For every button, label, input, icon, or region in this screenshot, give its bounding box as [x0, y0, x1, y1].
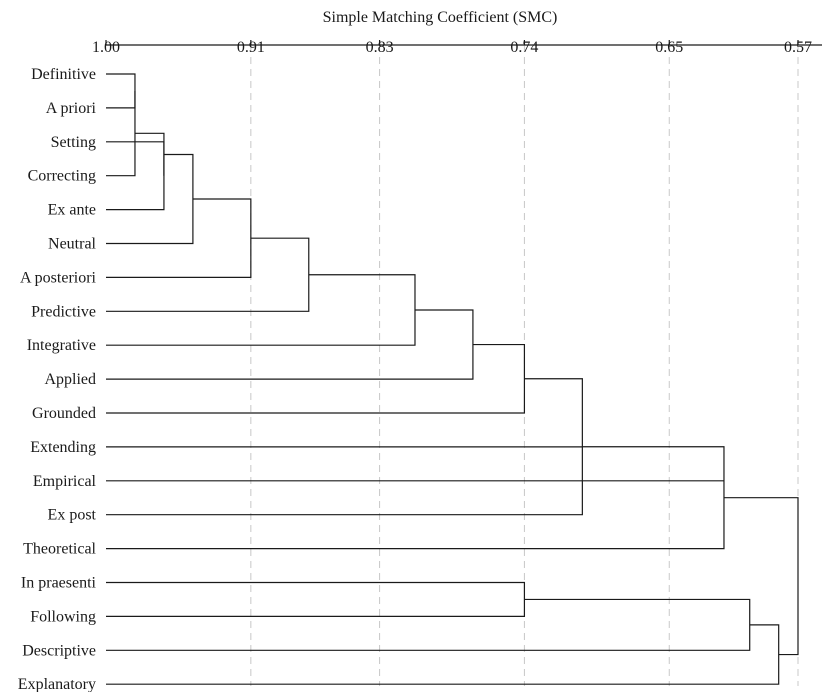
leaf-label: Following	[30, 608, 96, 625]
merge-link	[106, 237, 310, 312]
merge-link	[106, 73, 136, 109]
leaf-label: Ex ante	[48, 202, 96, 219]
leaf-label: Ex post	[48, 507, 97, 524]
merge-link	[106, 309, 474, 380]
leaf-label: Definitive	[31, 66, 96, 83]
axis-title: Simple Matching Coefficient (SMC)	[323, 9, 558, 26]
leaf-label: A priori	[46, 100, 97, 117]
tick-label: 0.57	[784, 39, 812, 56]
leaf-label: In praesenti	[21, 575, 97, 592]
leaf-label: Integrative	[27, 337, 96, 354]
tick-label: 0.74	[510, 39, 538, 56]
tick-label: 0.65	[655, 39, 683, 56]
merge-link	[106, 198, 252, 278]
merge-link	[106, 153, 194, 245]
merge-link	[106, 446, 725, 550]
tick-label: 0.91	[237, 39, 265, 56]
leaf-label: Descriptive	[22, 642, 96, 659]
leaf-labels: Definitive A priori Setting Correcting Ex an…	[18, 66, 97, 692]
merge-link	[106, 581, 526, 617]
leaf-label: Predictive	[31, 303, 96, 320]
leaf-label: Applied	[44, 371, 96, 388]
leaf-label: A posteriori	[20, 269, 97, 286]
tick-labels: 1.00 0.91 0.83 0.74 0.65 0.57	[92, 39, 812, 56]
merge-link	[106, 624, 780, 685]
leaf-label: Setting	[51, 134, 96, 151]
leaf-label: Correcting	[28, 168, 96, 185]
merge-link	[134, 132, 165, 176]
tick-label: 1.00	[92, 39, 120, 56]
leaf-label: Theoretical	[23, 541, 96, 558]
leaf-label: Empirical	[33, 473, 97, 490]
leaf-label: Grounded	[32, 405, 96, 422]
leaf-label: Extending	[30, 439, 96, 456]
leaf-label: Neutral	[48, 236, 97, 253]
dendrogram-links	[106, 73, 799, 685]
leaf-label: Explanatory	[18, 676, 96, 692]
merge-link	[106, 274, 416, 346]
top-axis	[105, 40, 822, 46]
merge-link	[106, 598, 751, 651]
merge-link	[723, 497, 799, 656]
tick-label: 0.83	[366, 39, 394, 56]
merge-link	[106, 90, 136, 177]
